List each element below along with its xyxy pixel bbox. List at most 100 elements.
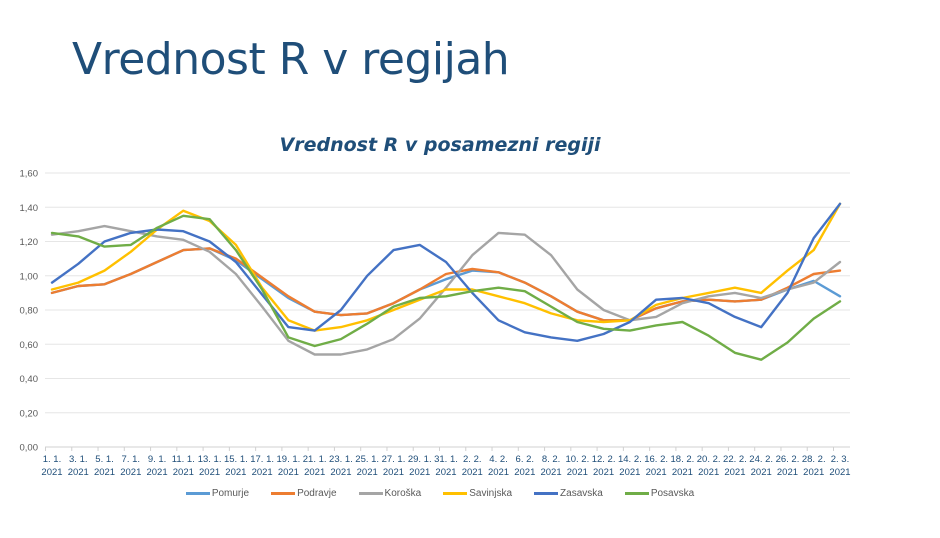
y-tick-label: 0,80	[20, 306, 39, 317]
x-tick-label: 18. 2.	[671, 454, 695, 465]
y-tick-label: 0,40	[20, 374, 39, 385]
x-tick-label: 2021	[751, 467, 772, 478]
x-tick-label: 2021	[777, 467, 798, 478]
x-tick-label: 28. 2.	[802, 454, 826, 465]
series-line-zasavska	[50, 202, 842, 342]
x-tick-label: 11. 1.	[172, 454, 195, 465]
legend-label: Posavska	[650, 488, 695, 499]
x-tick-label: 26. 2.	[776, 454, 800, 465]
x-tick-label: 2021	[619, 467, 640, 478]
legend-swatch-icon	[534, 492, 559, 495]
legend-swatch-icon	[271, 492, 296, 495]
chart-title: Vrednost R v posamezni regiji	[279, 134, 601, 156]
x-tick-label: 2021	[462, 467, 483, 478]
y-tick-label: 1,00	[20, 271, 39, 282]
x-tick-label: 2021	[514, 467, 535, 478]
x-tick-label: 2. 3.	[831, 454, 850, 465]
x-tick-label: 2021	[304, 467, 325, 478]
x-tick-label: 4. 2.	[489, 454, 508, 465]
x-tick-label: 3. 1.	[69, 454, 88, 465]
legend-item: Podravje	[271, 488, 337, 499]
series-line-koroška	[50, 224, 842, 356]
x-tick-label: 22. 2.	[723, 454, 747, 465]
y-tick-label: 1,40	[20, 203, 39, 214]
x-tick-label: 31. 1.	[434, 454, 458, 465]
x-tick-label: 2021	[488, 467, 509, 478]
x-tick-label: 17. 1.	[250, 454, 274, 465]
x-tick-label: 5. 1.	[95, 454, 114, 465]
series-line-podravje	[50, 247, 842, 322]
x-tick-label: 2021	[829, 467, 850, 478]
x-axis: 1. 1. 2021 3. 1. 2021 5. 1. 2021 7. 1. 2021 9. 1…	[41, 447, 851, 478]
slide-title: Vrednost R v regijah	[72, 34, 510, 85]
y-tick-label: 0,20	[20, 408, 39, 419]
legend-swatch-icon	[185, 492, 210, 495]
x-tick-label: 19. 1.	[277, 454, 301, 465]
x-tick-label: 2021	[199, 467, 220, 478]
x-tick-label: 2. 2.	[463, 454, 482, 465]
x-tick-label: 2021	[646, 467, 667, 478]
x-tick-label: 23. 1.	[329, 454, 353, 465]
x-tick-label: 2021	[120, 467, 141, 478]
x-tick-label: 2021	[173, 467, 194, 478]
y-axis: 0,00 0,20 0,40 0,60 0,80 1,00 1,20 1,40 1,60	[20, 169, 39, 454]
legend-item: Posavska	[624, 488, 695, 499]
legend-label: Koroška	[384, 488, 422, 499]
x-tick-label: 9. 1.	[148, 454, 167, 465]
x-tick-label: 2021	[540, 467, 561, 478]
x-tick-label: 2021	[146, 467, 167, 478]
x-tick-label: 2021	[357, 467, 378, 478]
legend-item: Zasavska	[534, 488, 603, 499]
legend-item: Pomurje	[185, 488, 250, 499]
x-tick-label: 27. 1.	[382, 454, 406, 465]
series-lines	[50, 202, 842, 361]
x-tick-label: 2021	[94, 467, 115, 478]
gridlines	[45, 172, 850, 448]
x-tick-label: 2021	[672, 467, 693, 478]
x-tick-label: 2021	[724, 467, 745, 478]
series-line-savinjska	[50, 202, 842, 332]
y-tick-label: 0,60	[20, 340, 39, 351]
x-tick-label: 21. 1.	[303, 454, 327, 465]
x-tick-label: 2021	[278, 467, 299, 478]
legend-label: Zasavska	[560, 488, 603, 499]
x-tick-label: 10. 2.	[565, 454, 589, 465]
legend-item: Koroška	[358, 488, 422, 499]
x-tick-label: 6. 2.	[516, 454, 535, 465]
x-tick-label: 2021	[225, 467, 246, 478]
x-tick-label: 20. 2.	[697, 454, 721, 465]
series-line-posavska	[50, 214, 842, 361]
x-tick-label: 8. 2.	[542, 454, 561, 465]
x-tick-label: 2021	[698, 467, 719, 478]
x-tick-label: 16. 2.	[644, 454, 668, 465]
x-tick-label: 13. 1.	[198, 454, 222, 465]
legend-swatch-icon	[443, 492, 468, 495]
x-tick-label: 2021	[409, 467, 430, 478]
legend-label: Podravje	[297, 488, 337, 499]
x-tick-label: 2021	[68, 467, 89, 478]
y-tick-label: 1,20	[20, 237, 39, 248]
x-tick-label: 7. 1.	[122, 454, 141, 465]
x-tick-label: 2021	[383, 467, 404, 478]
x-tick-label: 14. 2.	[618, 454, 642, 465]
chart-legend: Pomurje Podravje Koroška Savinjska Zasavska P…	[0, 488, 880, 499]
legend-label: Pomurje	[211, 488, 250, 499]
legend-label: Savinjska	[469, 488, 513, 499]
x-tick-label: 2021	[803, 467, 824, 478]
y-tick-label: 1,60	[20, 169, 39, 180]
x-tick-label: 2021	[252, 467, 273, 478]
x-tick-label: 2021	[593, 467, 614, 478]
x-tick-label: 2021	[41, 467, 62, 478]
x-tick-label: 2021	[330, 467, 351, 478]
legend-item: Savinjska	[443, 488, 512, 499]
x-tick-label: 2021	[567, 467, 588, 478]
x-tick-label: 15. 1.	[224, 454, 248, 465]
x-tick-label: 2021	[435, 467, 456, 478]
legend-swatch-icon	[358, 492, 383, 495]
legend-swatch-icon	[624, 492, 649, 495]
y-tick-label: 0,00	[20, 443, 39, 454]
x-tick-label: 29. 1.	[408, 454, 432, 465]
x-tick-label: 24. 2.	[749, 454, 773, 465]
x-tick-label: 1. 1.	[43, 454, 62, 465]
